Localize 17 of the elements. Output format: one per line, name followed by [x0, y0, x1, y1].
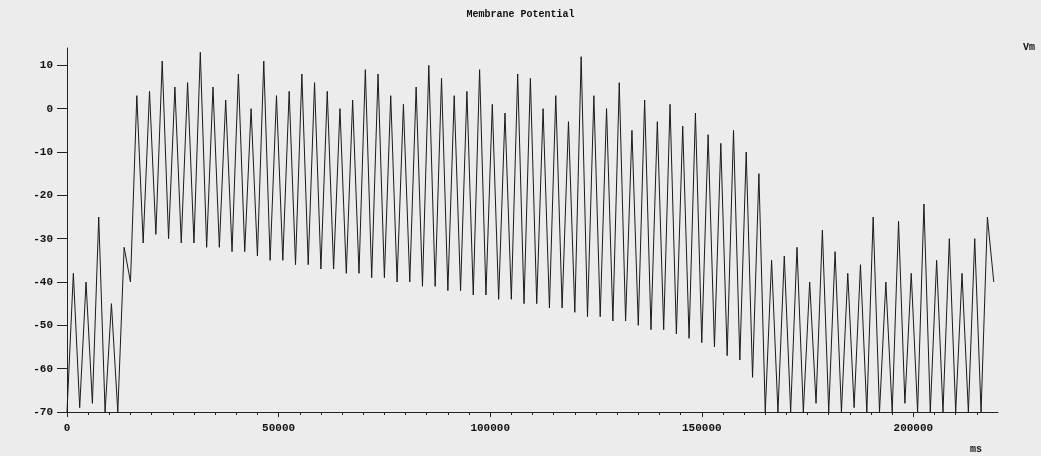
y-tick-label: 10	[39, 59, 53, 72]
y-tick-label: -20	[33, 189, 53, 202]
chart-title: Membrane Potential	[466, 8, 575, 20]
y-axis-title: Vm	[1023, 41, 1036, 53]
x-axis-title: ms	[970, 443, 983, 455]
x-tick-label: 100000	[470, 421, 510, 434]
x-tick-label: 150000	[681, 421, 722, 434]
x-tick-label: 200000	[893, 421, 934, 434]
y-tick-label: -70	[33, 406, 53, 418]
y-tick-label: -50	[33, 319, 53, 332]
y-tick-label: -30	[33, 232, 53, 245]
x-tick-label: 50000	[262, 421, 296, 434]
y-tick-label: -60	[33, 362, 53, 375]
y-tick-label: -40	[33, 276, 53, 288]
x-tick-label: 0	[63, 421, 71, 434]
y-tick-label: 0	[46, 102, 53, 115]
y-tick-label: -10	[33, 146, 53, 158]
